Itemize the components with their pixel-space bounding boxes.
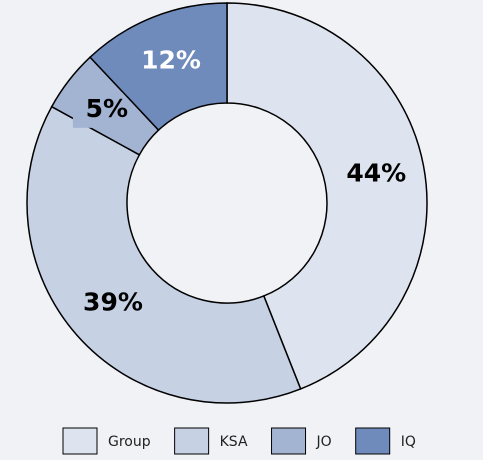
legend-label: JO	[316, 434, 332, 450]
legend-swatch	[271, 427, 307, 455]
donut-slice	[26, 105, 302, 404]
data-label: 5%	[86, 94, 128, 123]
legend-swatch	[355, 427, 391, 455]
donut-slice	[226, 2, 428, 390]
legend-swatch	[174, 427, 210, 455]
legend-label: IQ	[401, 434, 416, 450]
legend-label: Group	[108, 434, 151, 450]
legend-label: KSA	[220, 434, 248, 450]
donut-slice	[89, 2, 228, 132]
data-label: 44%	[346, 159, 406, 188]
data-label: 39%	[83, 288, 143, 317]
data-label: 12%	[141, 46, 201, 75]
legend-swatch	[62, 427, 98, 455]
